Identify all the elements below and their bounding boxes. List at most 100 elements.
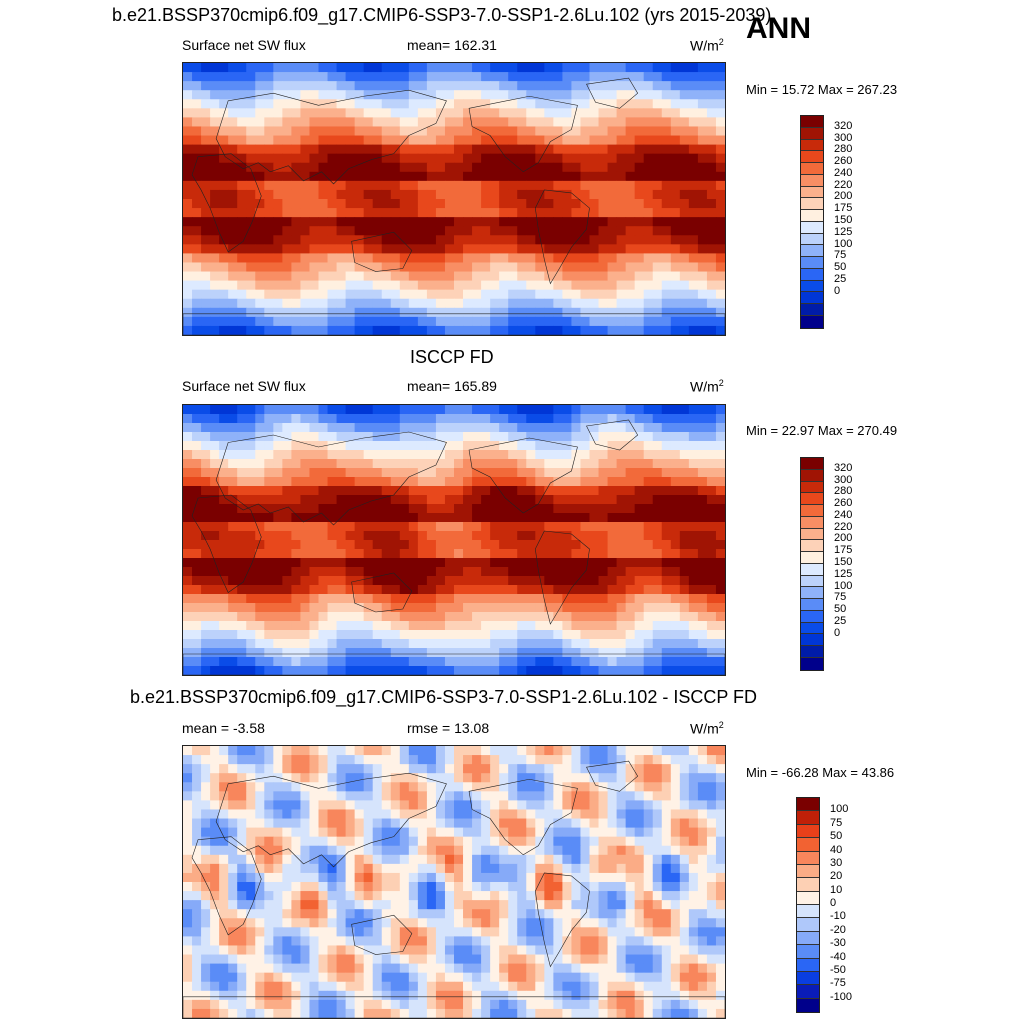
colorbar-swatch — [801, 257, 823, 269]
colorbar-level-label: 100 — [834, 237, 853, 250]
panel-1-units: W/m2 — [690, 37, 724, 54]
colorbar-swatch — [801, 186, 823, 199]
panel-1-variable: Surface net SW flux — [182, 37, 306, 53]
colorbar-level-label: 280 — [834, 143, 853, 156]
map-field — [183, 405, 725, 675]
colorbar-level-label: -40 — [830, 950, 846, 963]
colorbar-swatch — [801, 610, 823, 623]
colorbar-swatch — [801, 469, 823, 482]
colorbar-level-label: 320 — [834, 461, 853, 474]
colorbar-swatch — [801, 316, 823, 328]
map-field — [183, 63, 725, 335]
colorbar-level-label: 75 — [834, 591, 847, 604]
panel-1-map — [182, 62, 726, 336]
colorbar-level-label: 50 — [830, 830, 843, 843]
colorbar-level-label: 25 — [834, 614, 847, 627]
colorbar-level-label: 75 — [830, 816, 843, 829]
colorbar-level-label: 240 — [834, 508, 853, 521]
colorbar-swatch — [801, 233, 823, 246]
colorbar-swatch — [801, 268, 823, 281]
colorbar-level-label: 150 — [834, 214, 853, 226]
colorbar-swatch — [801, 304, 823, 317]
colorbar-swatch — [801, 458, 823, 470]
colorbar-swatch — [801, 540, 823, 553]
colorbar-level-label: 100 — [834, 579, 853, 592]
colorbar-swatch — [801, 292, 823, 305]
colorbar-swatch — [801, 210, 823, 222]
colorbar-swatch — [801, 575, 823, 588]
colorbar-level-label: 220 — [834, 178, 853, 191]
colorbar-swatch — [801, 563, 823, 576]
colorbar-swatch — [801, 646, 823, 659]
colorbar-swatch — [801, 622, 823, 635]
colorbar-swatch — [801, 552, 823, 564]
colorbar-swatch — [801, 634, 823, 647]
colorbar-swatch — [797, 878, 819, 892]
colorbar-swatch — [797, 945, 819, 959]
colorbar-level-label: 125 — [834, 567, 853, 580]
colorbar-level-label: 30 — [830, 856, 843, 869]
panel-2-map — [182, 404, 726, 676]
colorbar-level-label: -100 — [830, 990, 853, 1003]
colorbar-swatch — [801, 221, 823, 234]
colorbar-level-label: 175 — [834, 202, 853, 215]
colorbar-swatch — [801, 493, 823, 506]
colorbar-level-label: -10 — [830, 910, 846, 923]
map-field — [183, 746, 725, 1018]
colorbar-level-label: -50 — [830, 963, 846, 976]
colorbar-swatch — [797, 958, 819, 972]
colorbar-level-label: 260 — [834, 497, 853, 510]
colorbar-level-label: 50 — [834, 261, 847, 274]
panel-3-mean: mean = -3.58 — [182, 720, 265, 736]
colorbar-swatch — [801, 174, 823, 187]
colorbar-level-label: 100 — [830, 803, 849, 816]
colorbar-level-label: 40 — [830, 843, 843, 856]
panel-2-mean: mean= 165.89 — [407, 378, 497, 394]
colorbar-level-label: 0 — [834, 626, 841, 639]
colorbar-level-label: 280 — [834, 485, 853, 498]
colorbar-level-label: 220 — [834, 520, 853, 533]
panel-1-title: b.e21.BSSP370cmip6.f09_g17.CMIP6-SSP3-7.… — [112, 5, 772, 25]
colorbar-swatch — [797, 931, 819, 946]
colorbar-swatch — [797, 985, 819, 999]
panel-2-variable: Surface net SW flux — [182, 378, 306, 394]
panel-1-minmax: Min = 15.72 Max = 267.23 — [746, 82, 898, 97]
colorbar-swatch — [801, 599, 823, 611]
colorbar-swatch — [801, 198, 823, 211]
colorbar-level-label: -30 — [830, 937, 846, 950]
colorbar-swatch — [801, 127, 823, 140]
colorbar-swatch — [797, 798, 819, 812]
panel-2-colorbar — [800, 457, 824, 671]
colorbar-swatch — [801, 481, 823, 494]
colorbar-swatch — [797, 905, 819, 919]
colorbar-level-label: 10 — [830, 883, 843, 896]
colorbar-level-label: 300 — [834, 473, 853, 486]
season-label: ANN — [746, 12, 811, 45]
colorbar-level-label: -75 — [830, 977, 846, 990]
colorbar-swatch — [797, 864, 819, 879]
panel-3-units: W/m2 — [690, 720, 724, 737]
panel-2-units: W/m2 — [690, 378, 724, 395]
colorbar-level-label: 200 — [834, 190, 853, 203]
colorbar-level-label: 200 — [834, 532, 853, 545]
colorbar-swatch — [801, 116, 823, 128]
colorbar-swatch — [801, 658, 823, 670]
colorbar-swatch — [797, 811, 819, 825]
colorbar-level-label: 125 — [834, 225, 853, 238]
colorbar-level-label: 320 — [834, 119, 853, 132]
colorbar-level-label: -20 — [830, 923, 846, 936]
colorbar-level-label: 240 — [834, 166, 853, 179]
panel-1-mean: mean= 162.31 — [407, 37, 497, 53]
colorbar-swatch — [797, 851, 819, 865]
colorbar-swatch — [801, 280, 823, 293]
panel-1-colorbar — [800, 115, 824, 329]
colorbar-level-label: 50 — [834, 603, 847, 616]
panel-2-minmax: Min = 22.97 Max = 270.49 — [746, 423, 898, 438]
colorbar-swatch — [797, 971, 819, 986]
panel-3-minmax: Min = -66.28 Max = 43.86 — [746, 765, 895, 780]
colorbar-swatch — [801, 245, 823, 258]
colorbar-level-label: 0 — [834, 284, 841, 297]
colorbar-level-label: 25 — [834, 272, 847, 285]
colorbar-swatch — [801, 163, 823, 175]
colorbar-level-label: 0 — [830, 897, 837, 909]
